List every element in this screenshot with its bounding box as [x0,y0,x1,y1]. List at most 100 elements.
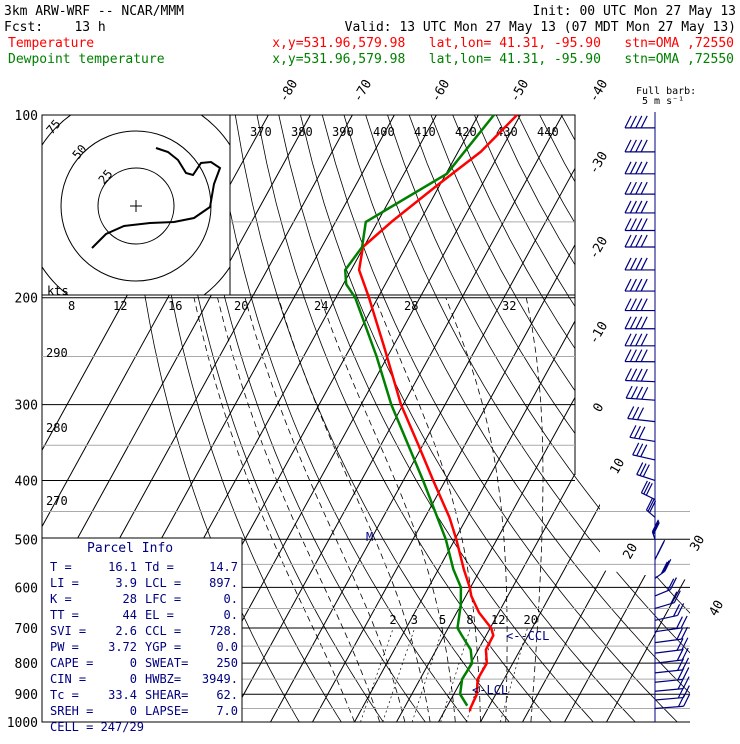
isotherm-label: 0 [590,401,607,415]
barb-staff [655,628,681,632]
parcel-label: EL = [145,608,174,622]
barb-feather [630,317,636,329]
barb-feather [625,235,631,247]
barb-feather [630,350,636,362]
barb-feather [630,425,636,437]
wind-barb [652,520,659,539]
wind-barbs: Full barb:5 m s⁻¹ [625,86,696,722]
barb-feather [636,201,642,213]
barb-staff [626,398,655,400]
theta-side-label: 290 [46,346,68,360]
barb-feather [641,317,647,329]
temperature-series-label: Temperature [8,36,94,51]
isotherm-label: -70 [350,77,375,105]
parcel-label: Tc = [50,688,79,702]
mixing-ratio-label: 12 [491,613,505,627]
barb-feather [641,258,647,270]
barb-feather [625,369,631,381]
mixing-ratio-label: 8 [466,613,473,627]
wind-barb [637,463,655,481]
parcel-value: 3.9 [115,576,137,590]
wind-barb [625,299,655,311]
barb-feather [630,299,636,311]
barb-feather [625,162,631,174]
barb-feather [641,140,647,152]
barb-feather [636,258,642,270]
barb-feather [626,386,632,398]
barb-staff [637,475,655,481]
mixing-ratio-label: 5 [439,613,446,627]
barb-staff [633,455,655,460]
parcel-value: 0 [130,672,137,686]
isotherm-label: 10 [607,456,628,477]
barb-feather [641,235,647,247]
isotherm-label: 30 [687,533,708,554]
hodograph-units: kts [47,284,69,298]
barb-staff [655,689,683,692]
barb-feather [625,201,631,213]
theta-label: 380 [291,125,313,139]
speed-label: 24 [314,299,328,313]
parcel-value: 62. [216,688,238,702]
isotherm-line [271,115,605,722]
parcel-label: LAPSE= [145,704,188,718]
barb-staff [641,493,655,500]
forecast-hour: Fcst: 13 h [4,20,106,35]
barb-feather [641,350,647,362]
barb-feather [638,408,644,420]
barb-feather [625,317,631,329]
barb-feather [641,334,647,346]
wind-barb [633,443,655,460]
barb-feather [636,299,642,311]
isotherm-line [313,115,647,722]
barb-feather [625,279,631,291]
barb-feather [636,182,642,194]
isotherm-line [607,115,740,722]
isotherm-line [439,115,740,722]
parcel-value: 14.7 [209,560,238,574]
isotherm-label: 40 [706,598,727,619]
wind-barb [655,559,671,578]
barb-feather [634,426,640,438]
parcel-info-title: Parcel Info [87,541,173,556]
wind-barb [655,603,684,620]
parcel-label: CCL = [145,624,181,638]
barb-feather [630,258,636,270]
wind-barb [630,425,655,441]
barb-feather [625,350,631,362]
dewpoint-series-info: x,y=531.96,579.98 lat,lon= 41.31, -95.90… [272,52,734,67]
parcel-value: 0.0 [216,640,238,654]
parcel-label: LI = [50,576,79,590]
pressure-label: 300 [15,399,38,414]
barb-feather [641,369,647,381]
dry-adiabat [214,115,468,722]
isotherm-label: -20 [586,234,611,262]
mixing-ratio-line [361,628,394,722]
parcel-label: SWEAT= [145,656,188,670]
pressure-label: 700 [15,622,38,637]
barb-feather [630,235,636,247]
parcel-label: LFC = [145,592,181,606]
wind-barb [625,162,655,174]
barb-feather [641,299,647,311]
theta-label: 440 [537,125,559,139]
parcel-label: LCL = [145,576,181,590]
barb-feather [644,482,650,494]
barb-feather [630,279,636,291]
parcel-label: HWBZ= [145,672,181,686]
barb-feather [641,279,647,291]
barb-feather [631,369,637,381]
parcel-value: 0. [224,592,238,606]
dry-adiabat [235,115,509,722]
sounding-profiles: M<--CCL<-LCL [345,115,549,711]
theta-label: 420 [455,125,477,139]
isotherm-label: -10 [586,319,611,347]
dry-adiabat [301,115,636,722]
barb-feather [625,334,631,346]
barb-staff [655,650,682,653]
speed-label: 8 [68,299,75,313]
parcel-value: 0. [224,608,238,622]
